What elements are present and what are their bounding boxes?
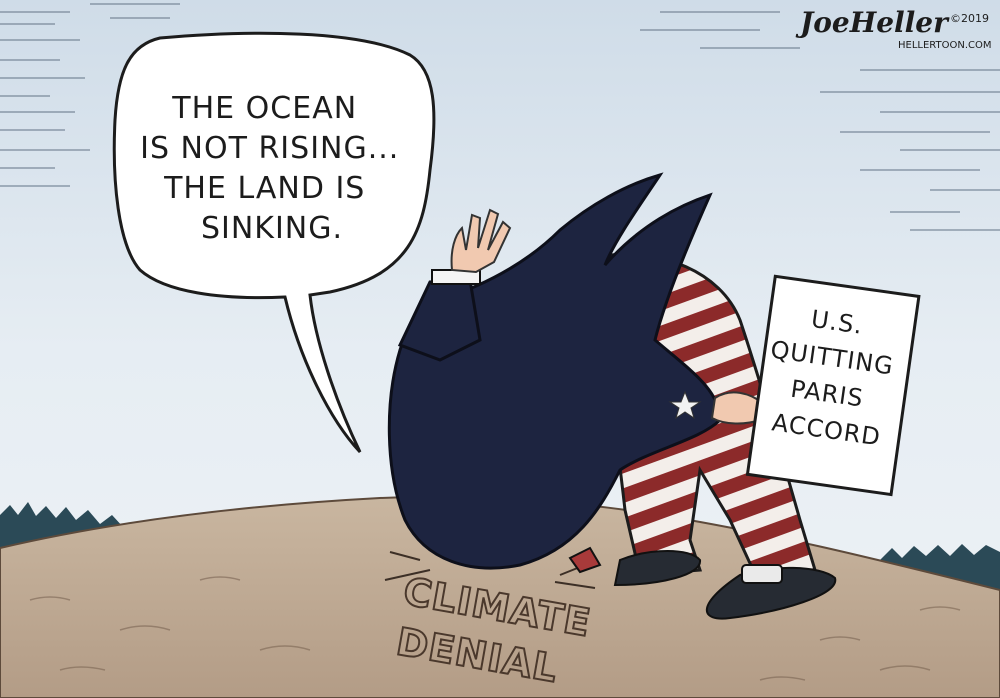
uncle-sam-figure	[387, 172, 837, 620]
tailcoat	[387, 172, 722, 570]
bow-tie	[568, 546, 602, 574]
speech-line-3: THE LAND IS	[163, 171, 365, 206]
shoe-right	[705, 566, 837, 620]
speech-line-4: SINKING.	[201, 211, 343, 246]
star-icon	[668, 390, 702, 420]
shoe-left	[613, 550, 701, 587]
signature-site: HELLERTOON.COM	[898, 40, 992, 51]
sky-hatching-right	[640, 11, 1000, 231]
speech-line-2: IS NOT RISING...	[140, 131, 399, 166]
artist-signature: JoeHeller ©2019 HELLERTOON.COM	[795, 6, 992, 51]
raised-hand	[450, 208, 512, 274]
protest-sign: U.S. QUITTING PARIS ACCORD	[745, 274, 921, 497]
sand-texture	[29, 576, 961, 681]
sign-board	[745, 274, 921, 497]
speech-bubble-text: THE OCEAN IS NOT RISING... THE LAND IS S…	[140, 91, 410, 246]
spat-right	[741, 564, 783, 584]
signature-name: JoeHeller	[795, 6, 950, 39]
speech-bubble	[112, 31, 436, 454]
signature-copyright: ©2019	[950, 12, 989, 25]
sky-hatching-left	[0, 3, 180, 187]
speech-line-1: THE OCEAN	[171, 91, 357, 126]
